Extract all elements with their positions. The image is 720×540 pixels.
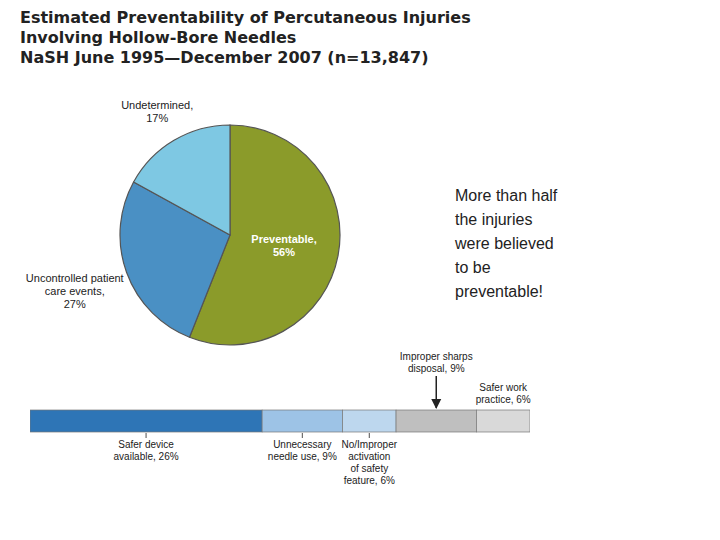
bar-segment bbox=[262, 410, 342, 432]
slice-label: Undetermined,17% bbox=[121, 99, 193, 124]
text-line: were believed bbox=[454, 235, 554, 252]
annotation: More than half the injuries were believed t… bbox=[454, 187, 558, 300]
text-line: activation bbox=[348, 451, 390, 462]
bar-segment bbox=[30, 410, 262, 432]
segment-label: No/Improperactivationof safetyfeature, 6… bbox=[341, 439, 397, 486]
segment-label: Improper sharpsdisposal, 9% bbox=[400, 351, 473, 374]
text-line: practice, 6% bbox=[476, 394, 531, 405]
segment-labels: Safer deviceavailable, 26% Unnecessarynee… bbox=[114, 351, 531, 486]
text-line: Estimated Preventability of Percutaneous… bbox=[20, 8, 471, 27]
segment-label: Unnecessaryneedle use, 9% bbox=[268, 439, 337, 462]
text-line: of safety bbox=[350, 463, 388, 474]
text-line: Improper sharps bbox=[400, 351, 473, 362]
segment-label: Safer workpractice, 6% bbox=[476, 382, 531, 405]
text-line: the injuries bbox=[455, 211, 532, 228]
text-line: disposal, 9% bbox=[408, 363, 465, 374]
pie bbox=[120, 125, 340, 345]
slice-label: Uncontrolled patientcare events,27% bbox=[26, 272, 124, 310]
text-line: 27% bbox=[64, 298, 86, 310]
leader-line bbox=[146, 433, 147, 438]
text-line: feature, 6% bbox=[344, 475, 395, 486]
text-line: Involving Hollow-Bore Needles bbox=[20, 28, 296, 47]
bar-segment bbox=[396, 410, 476, 432]
chart: Estimated Preventability of Percutaneous… bbox=[0, 0, 720, 540]
text-line: available, 26% bbox=[114, 451, 179, 462]
text-line: Preventable, bbox=[251, 233, 316, 245]
text-line: preventable! bbox=[455, 283, 543, 300]
text-line: Uncontrolled patient bbox=[26, 272, 124, 284]
leader-line bbox=[302, 433, 303, 438]
text-line: More than half bbox=[455, 187, 558, 204]
text-line: care events, bbox=[45, 285, 105, 297]
text-line: Safer device bbox=[118, 439, 174, 450]
text-line: Safer work bbox=[479, 382, 528, 393]
text-line: NaSH June 1995—December 2007 (n=13,847) bbox=[20, 48, 429, 67]
text-line: needle use, 9% bbox=[268, 451, 337, 462]
text-line: No/Improper bbox=[341, 439, 397, 450]
leader-line bbox=[369, 433, 370, 438]
pie-slice bbox=[134, 125, 230, 235]
bars bbox=[30, 410, 530, 432]
text-line: 17% bbox=[146, 112, 168, 124]
title: Estimated Preventability of Percutaneous… bbox=[20, 8, 471, 67]
bar-segment bbox=[343, 410, 397, 432]
arrow bbox=[436, 376, 438, 408]
text-line: Unnecessary bbox=[273, 439, 331, 450]
segment-label: Safer deviceavailable, 26% bbox=[114, 439, 179, 462]
slice-label: Preventable,56% bbox=[251, 233, 316, 258]
bar-segment bbox=[476, 410, 530, 432]
text-line: 56% bbox=[273, 246, 295, 258]
text-line: to be bbox=[455, 259, 491, 276]
text-line: Undetermined, bbox=[121, 99, 193, 111]
